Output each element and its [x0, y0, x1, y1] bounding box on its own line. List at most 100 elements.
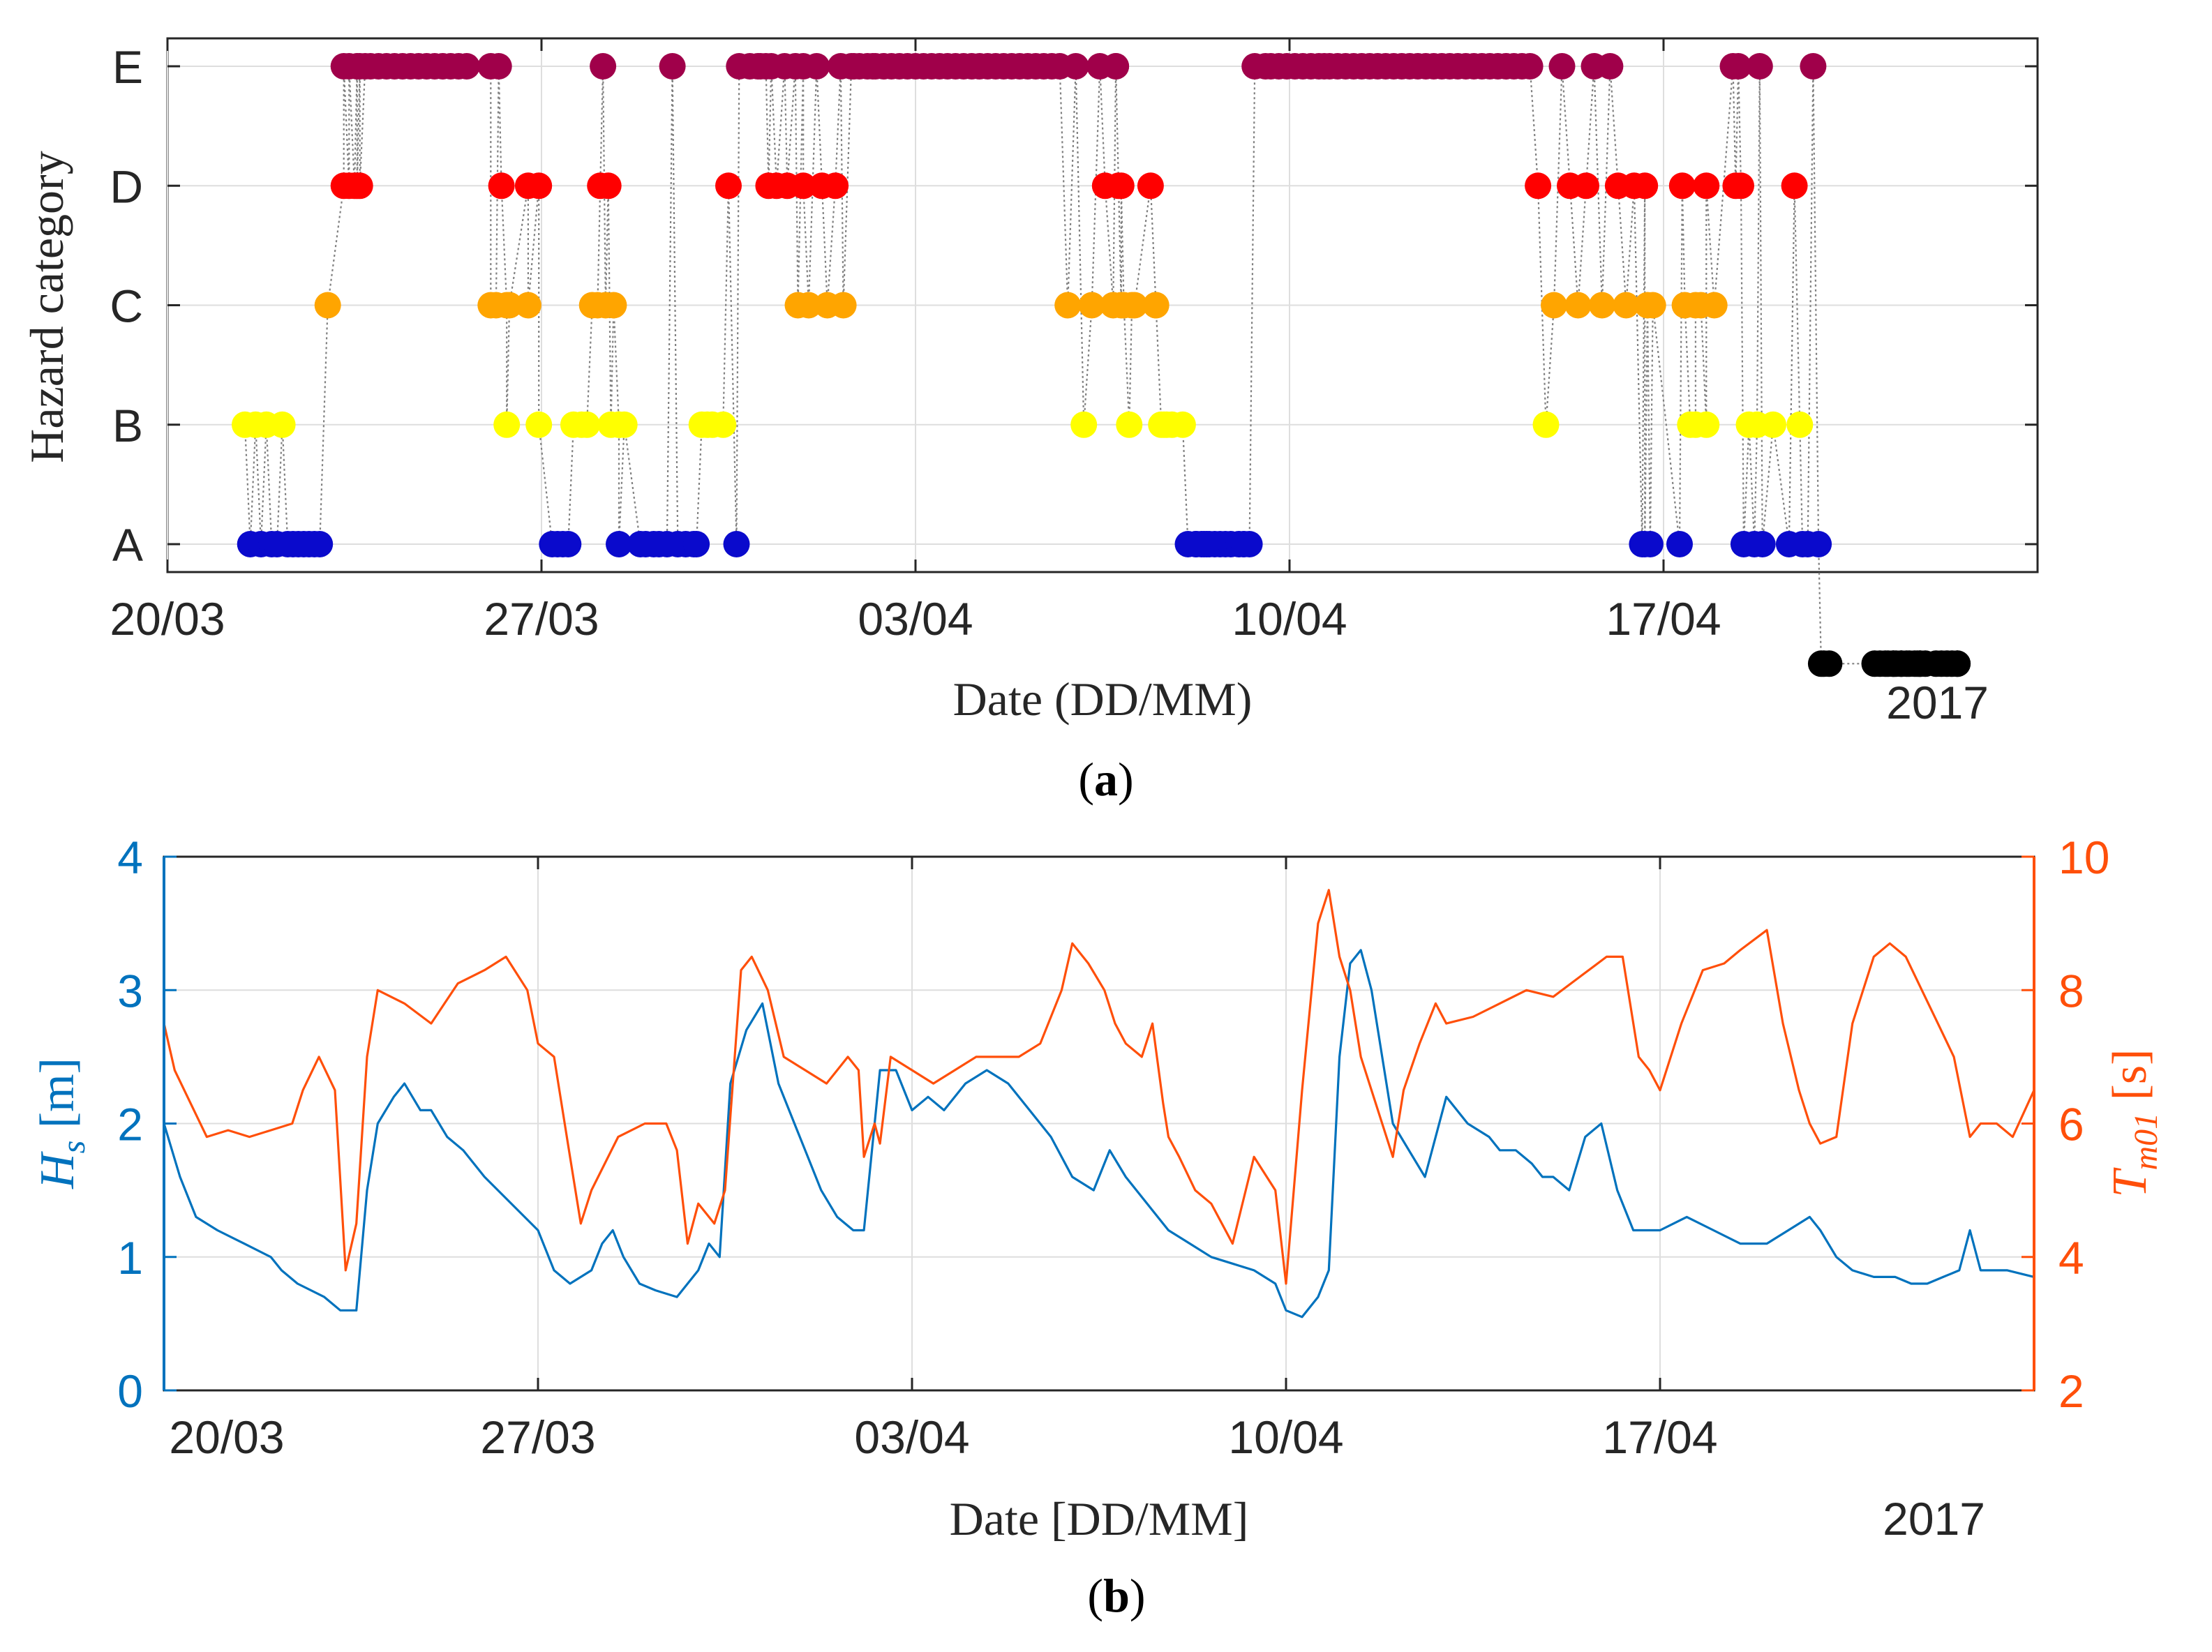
hs-series-line: [163, 949, 2035, 1319]
panel-b-caption-letter: b: [1103, 1569, 1130, 1622]
hazard-point-D: [790, 172, 817, 200]
hazard-point-A: [1749, 531, 1776, 557]
panel-a-y-tick-labels: A B C D E: [110, 41, 143, 571]
hazard-point-C: [1564, 292, 1592, 319]
hazard-point-A: [683, 531, 710, 557]
hazard-point-B: [1786, 411, 1814, 438]
hs-label-sub: s: [55, 1141, 92, 1154]
hazard-point-C: [1588, 292, 1615, 319]
hazard-point-E: [485, 53, 512, 80]
panel-b-x-tick-labels: 20/03 27/03 03/04 10/04 17/04: [169, 1411, 1717, 1463]
hazard-point-undefined: [1816, 650, 1843, 677]
hazard-point-E: [1746, 53, 1773, 80]
panel-b-left-tick-label: 0: [117, 1365, 143, 1417]
hazard-point-D: [1728, 172, 1754, 200]
hazard-point-D: [1573, 172, 1599, 200]
panel-a-dotted-connector: [244, 65, 1958, 665]
hazard-point-D: [1631, 172, 1659, 200]
hazard-point-C: [1121, 292, 1148, 319]
panel-b-x-tick-label: 10/04: [1228, 1411, 1343, 1463]
panel-b-x-tick-label: 03/04: [854, 1411, 969, 1463]
panel-a-x-tick-labels: 20/03 27/03 03/04 10/04 17/04: [110, 593, 1721, 645]
hazard-point-E: [590, 53, 617, 80]
hazard-point-D: [822, 172, 849, 200]
panel-b-left-axis-label: Hs [m]: [31, 1058, 92, 1189]
hazard-point-B: [611, 411, 638, 438]
hazard-point-A: [606, 531, 632, 557]
hazard-point-C: [514, 292, 541, 319]
hazard-point-C: [795, 292, 822, 319]
panel-a-x-tick-label: 27/03: [484, 593, 599, 645]
hazard-point-C: [1078, 292, 1105, 319]
panel-a: A B C D E 20/03 27/03 03/04 10/04 17/04 Hazard c…: [20, 37, 2039, 806]
hazard-point-undefined: [1944, 650, 1971, 677]
hazard-point-C: [1541, 292, 1567, 319]
hazard-point-C: [1054, 292, 1082, 319]
hazard-point-A: [723, 531, 750, 557]
hazard-point-A: [1805, 531, 1832, 557]
hazard-point-C: [1142, 292, 1169, 319]
panel-a-year-label: 2017: [1886, 677, 1989, 728]
panel-a-caption-letter: a: [1094, 753, 1118, 806]
hazard-point-A: [555, 531, 582, 557]
panel-b-right-tick-label: 6: [2058, 1099, 2084, 1150]
panel-a-y-tick-label: D: [110, 160, 143, 212]
hazard-point-D: [595, 172, 622, 200]
panel-b-right-tick-label: 8: [2058, 965, 2084, 1016]
panel-b-right-tick-label: 2: [2058, 1365, 2084, 1417]
hazard-point-C: [1701, 292, 1728, 319]
hazard-point-A: [1636, 531, 1664, 557]
hazard-point-C: [830, 292, 857, 319]
hazard-point-E: [1516, 53, 1544, 80]
hazard-point-C: [1613, 292, 1640, 319]
hazard-point-A: [1666, 531, 1693, 557]
hazard-point-D: [1137, 172, 1164, 200]
hazard-point-E: [1597, 53, 1624, 80]
panel-a-connector-lines: [244, 65, 1958, 665]
panel-b-caption: (b): [1087, 1569, 1145, 1622]
panel-b-right-tick-label: 10: [2058, 832, 2109, 883]
hazard-point-C: [600, 292, 627, 319]
panel-b-left-tick-label: 2: [117, 1099, 143, 1150]
tm-label-unit-space: [2103, 1100, 2157, 1113]
hazard-point-C: [314, 292, 341, 319]
hazard-point-B: [1760, 411, 1786, 438]
hazard-point-C: [1639, 292, 1666, 319]
hazard-point-B: [1070, 411, 1098, 438]
panel-b-right-tick-labels: 2 4 6 8 10: [2058, 832, 2109, 1417]
panel-b-right-tick-label: 4: [2058, 1232, 2084, 1284]
hazard-point-B: [1169, 411, 1196, 438]
hazard-point-E: [803, 53, 830, 80]
tm-label-main: T: [2103, 1166, 2157, 1197]
hazard-point-D: [1107, 172, 1135, 200]
hazard-point-E: [1062, 53, 1089, 80]
panel-b: 0 1 2 3 4 2 4 6 8 10 20/03 27/03 03/04 10/04 17/04 H…: [31, 832, 2165, 1622]
panel-a-y-tick-label: C: [110, 280, 143, 332]
hazard-point-E: [453, 53, 480, 80]
hazard-point-E: [659, 53, 686, 80]
hazard-point-D: [1525, 172, 1552, 200]
panel-a-x-tick-label: 20/03: [110, 593, 225, 645]
panel-a-y-tick-label: E: [112, 41, 143, 93]
panel-b-x-tick-label: 27/03: [480, 1411, 595, 1463]
panel-b-right-axis-label: Tm01 [s]: [2103, 1049, 2165, 1198]
panel-b-left-tick-labels: 0 1 2 3 4: [117, 832, 143, 1417]
panel-a-y-tick-label: A: [112, 519, 143, 571]
panel-a-x-tick-label: 17/04: [1606, 593, 1721, 645]
hazard-point-D: [1668, 172, 1696, 200]
panel-b-x-axis-label: Date [DD/MM]: [950, 1492, 1249, 1545]
hazard-point-D: [715, 172, 742, 200]
panel-a-caption: (a): [1078, 753, 1133, 806]
panel-a-markers: [232, 53, 1971, 677]
hazard-point-B: [710, 411, 737, 438]
panel-b-left-tick-label: 4: [117, 832, 143, 883]
tm-label-unit: [s]: [2103, 1049, 2157, 1101]
hs-label-main: H: [31, 1151, 84, 1189]
hazard-point-D: [1693, 172, 1720, 200]
panel-a-x-tick-label: 03/04: [858, 593, 973, 645]
hazard-point-C: [496, 292, 523, 319]
panel-b-left-tick-label: 3: [117, 965, 143, 1016]
hs-label-unit-space: [31, 1128, 84, 1141]
hazard-point-B: [1116, 411, 1143, 438]
